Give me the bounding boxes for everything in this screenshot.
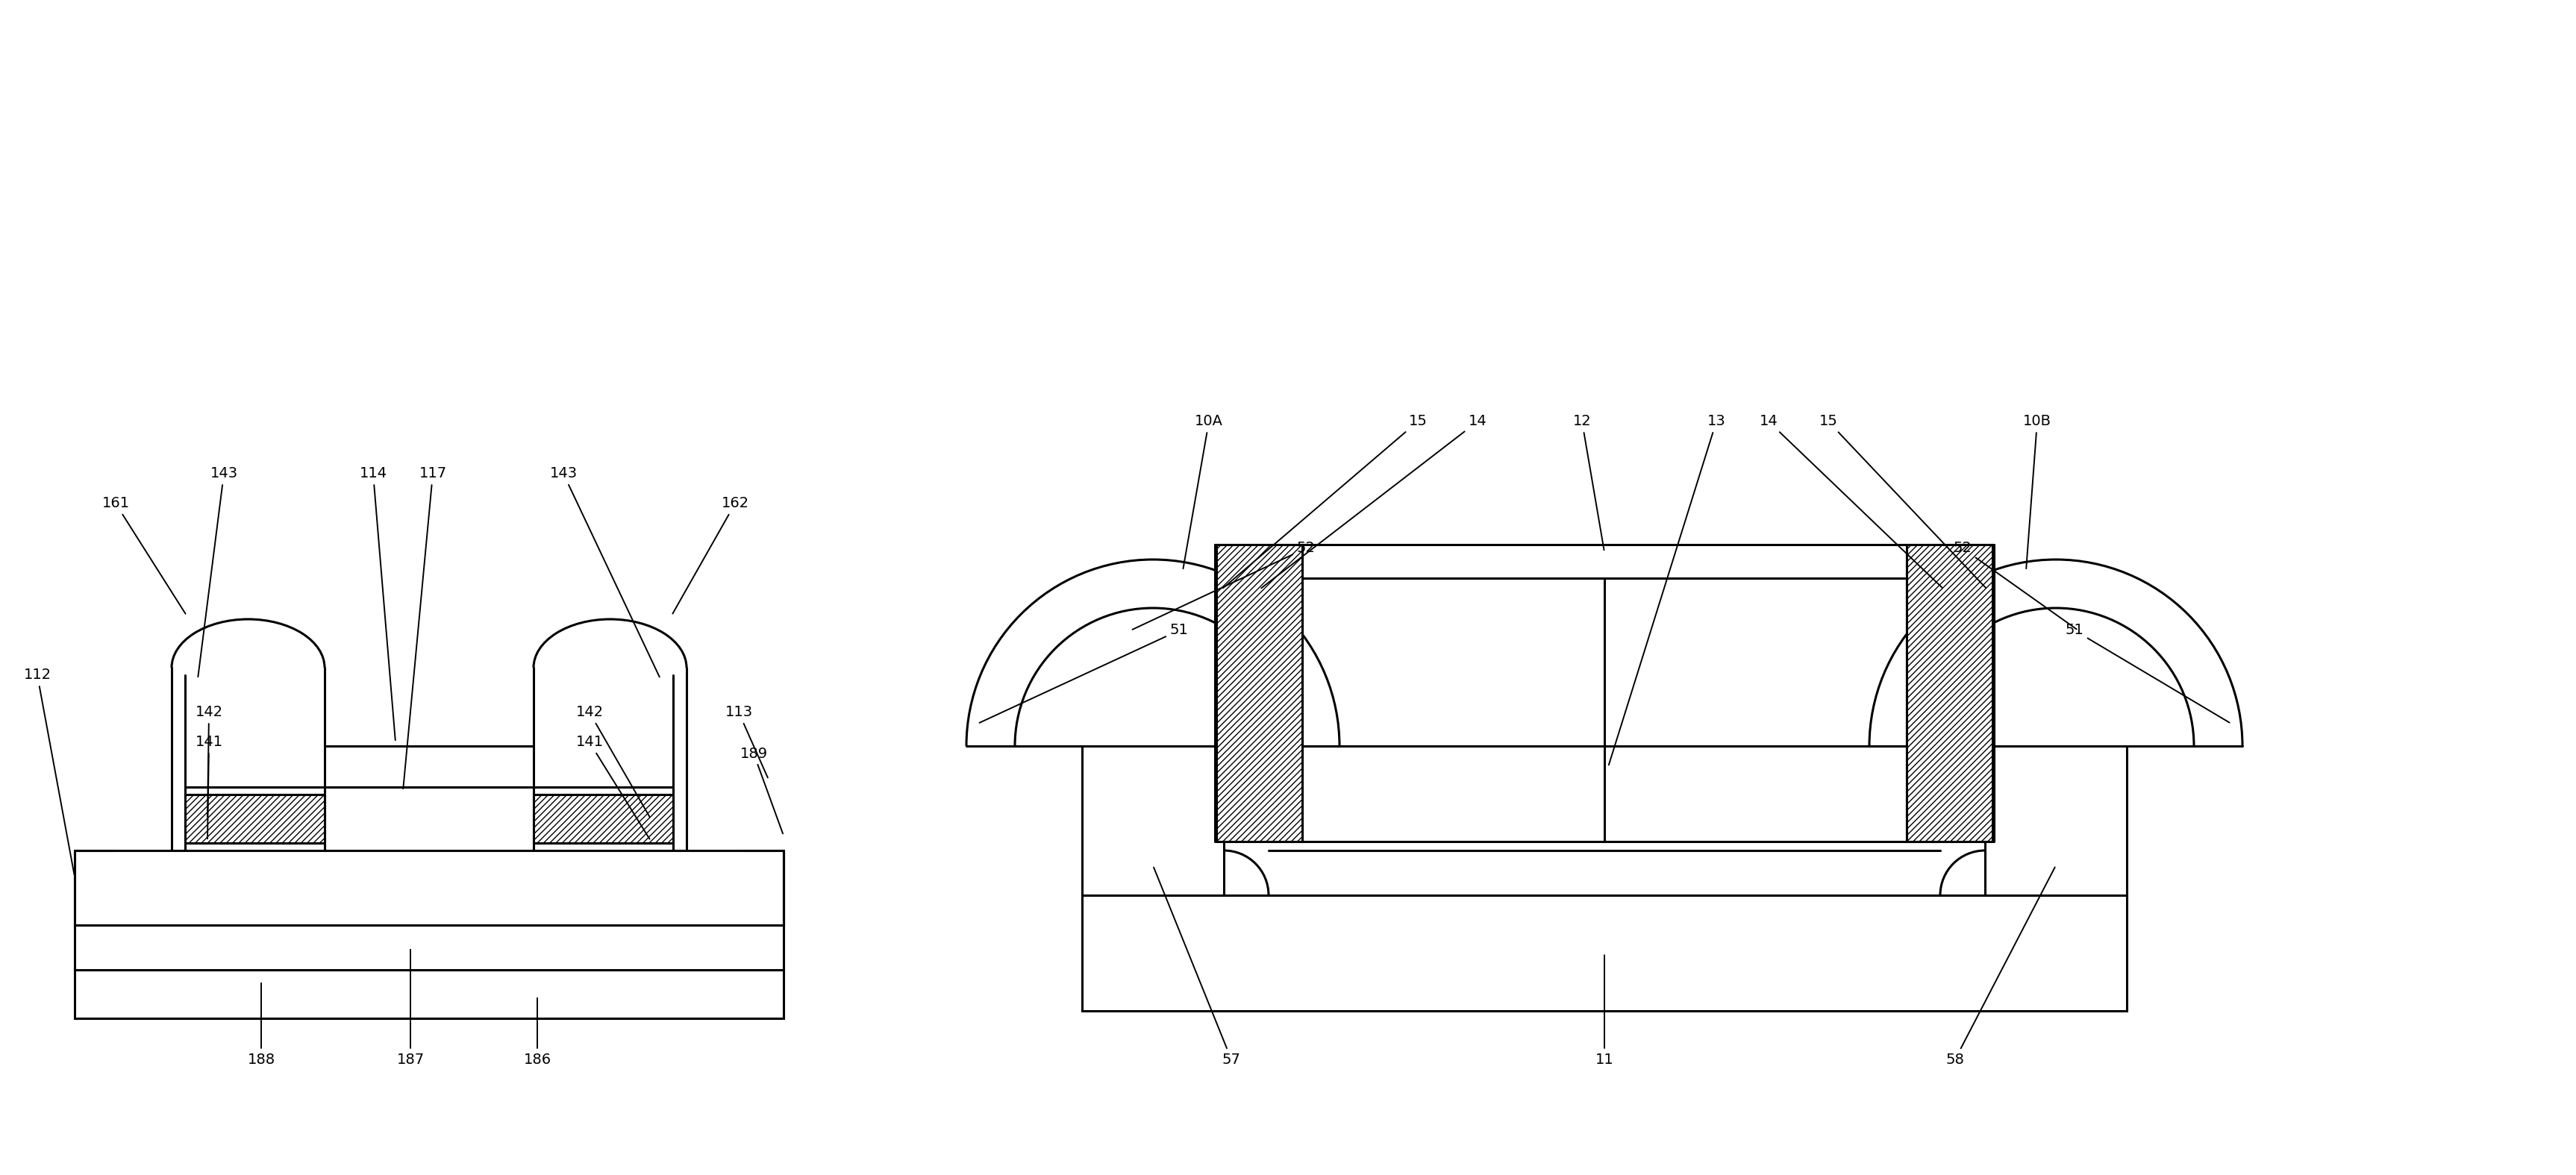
Text: 112: 112 bbox=[23, 669, 75, 874]
Text: 141: 141 bbox=[574, 736, 649, 839]
Text: 186: 186 bbox=[523, 998, 551, 1067]
Text: 189: 189 bbox=[739, 746, 783, 833]
Text: 161: 161 bbox=[103, 497, 185, 613]
Text: 187: 187 bbox=[397, 949, 425, 1067]
Text: 52: 52 bbox=[1133, 542, 1316, 630]
Bar bbox=[185, 794, 325, 842]
Text: 113: 113 bbox=[724, 705, 768, 778]
Text: 142: 142 bbox=[196, 705, 222, 817]
Text: 143: 143 bbox=[198, 466, 237, 677]
Bar bbox=[75, 851, 783, 925]
Text: 114: 114 bbox=[358, 466, 394, 740]
Bar bbox=[1216, 544, 1303, 841]
Bar bbox=[533, 794, 672, 842]
Text: 11: 11 bbox=[1595, 955, 1613, 1067]
Text: 14: 14 bbox=[1262, 415, 1486, 589]
Text: 10B: 10B bbox=[2022, 415, 2050, 569]
Text: 51: 51 bbox=[2066, 623, 2228, 723]
Text: 162: 162 bbox=[672, 497, 750, 613]
Text: 57: 57 bbox=[1154, 867, 1242, 1067]
Bar bbox=[1986, 746, 2128, 895]
Text: 117: 117 bbox=[404, 466, 446, 788]
Text: 141: 141 bbox=[196, 736, 222, 839]
Text: 14: 14 bbox=[1759, 415, 1942, 588]
Bar bbox=[1082, 746, 1224, 895]
Text: 12: 12 bbox=[1574, 415, 1605, 550]
Text: 15: 15 bbox=[1819, 415, 1986, 588]
Text: 142: 142 bbox=[574, 705, 649, 817]
Bar bbox=[1082, 895, 2128, 1010]
Text: 52: 52 bbox=[1953, 542, 2076, 629]
Text: 10A: 10A bbox=[1182, 415, 1224, 569]
Text: 58: 58 bbox=[1945, 867, 2056, 1067]
Bar bbox=[75, 925, 783, 969]
Text: 188: 188 bbox=[247, 983, 276, 1067]
Text: 51: 51 bbox=[979, 623, 1188, 723]
Text: 13: 13 bbox=[1610, 415, 1726, 765]
Bar bbox=[1906, 544, 1991, 841]
Text: 143: 143 bbox=[549, 466, 659, 677]
Bar bbox=[75, 969, 783, 1019]
Text: 15: 15 bbox=[1224, 415, 1427, 588]
